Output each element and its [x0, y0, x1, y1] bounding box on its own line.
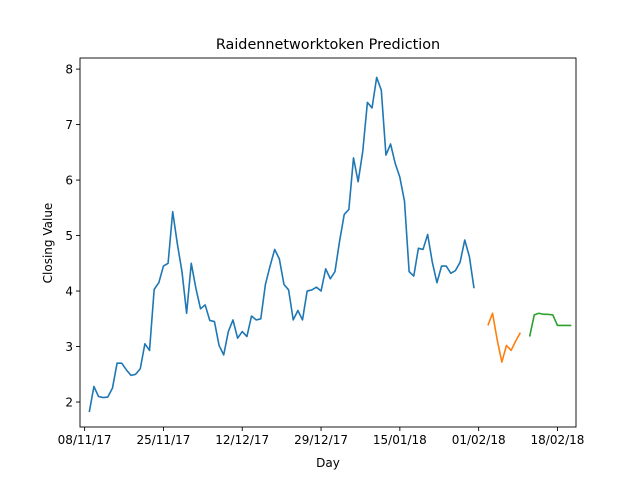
series-line-1	[88, 76, 475, 413]
y-tick-label: 4	[65, 285, 73, 299]
plot-frame	[79, 57, 577, 428]
y-axis-label: Closing Value	[41, 203, 55, 284]
y-tick-label: 6	[65, 174, 73, 188]
series-line-2	[487, 312, 522, 363]
y-tick-label: 5	[65, 229, 73, 243]
chart-title: Raidennetworktoken Prediction	[216, 37, 440, 53]
plot-area: 08/11/17 25/11/17 12/12/17 29/12/17 15/01/18…	[58, 57, 585, 447]
x-tick-label: 12/12/17	[215, 433, 269, 447]
x-tick-label: 08/11/17	[58, 433, 112, 447]
y-tick-label: 3	[65, 340, 73, 354]
x-tick-label: 01/02/18	[452, 433, 506, 447]
y-tick-label: 7	[65, 118, 73, 132]
x-tick-label: 15/01/18	[373, 433, 427, 447]
x-axis-label: Day	[316, 456, 340, 470]
x-tick-label: 25/11/17	[136, 433, 190, 447]
series-line-3	[528, 312, 572, 337]
y-tick-label: 2	[65, 396, 73, 410]
x-tick-label: 18/02/18	[531, 433, 585, 447]
y-tick-label: 8	[65, 63, 73, 77]
x-tick-label: 29/12/17	[294, 433, 348, 447]
